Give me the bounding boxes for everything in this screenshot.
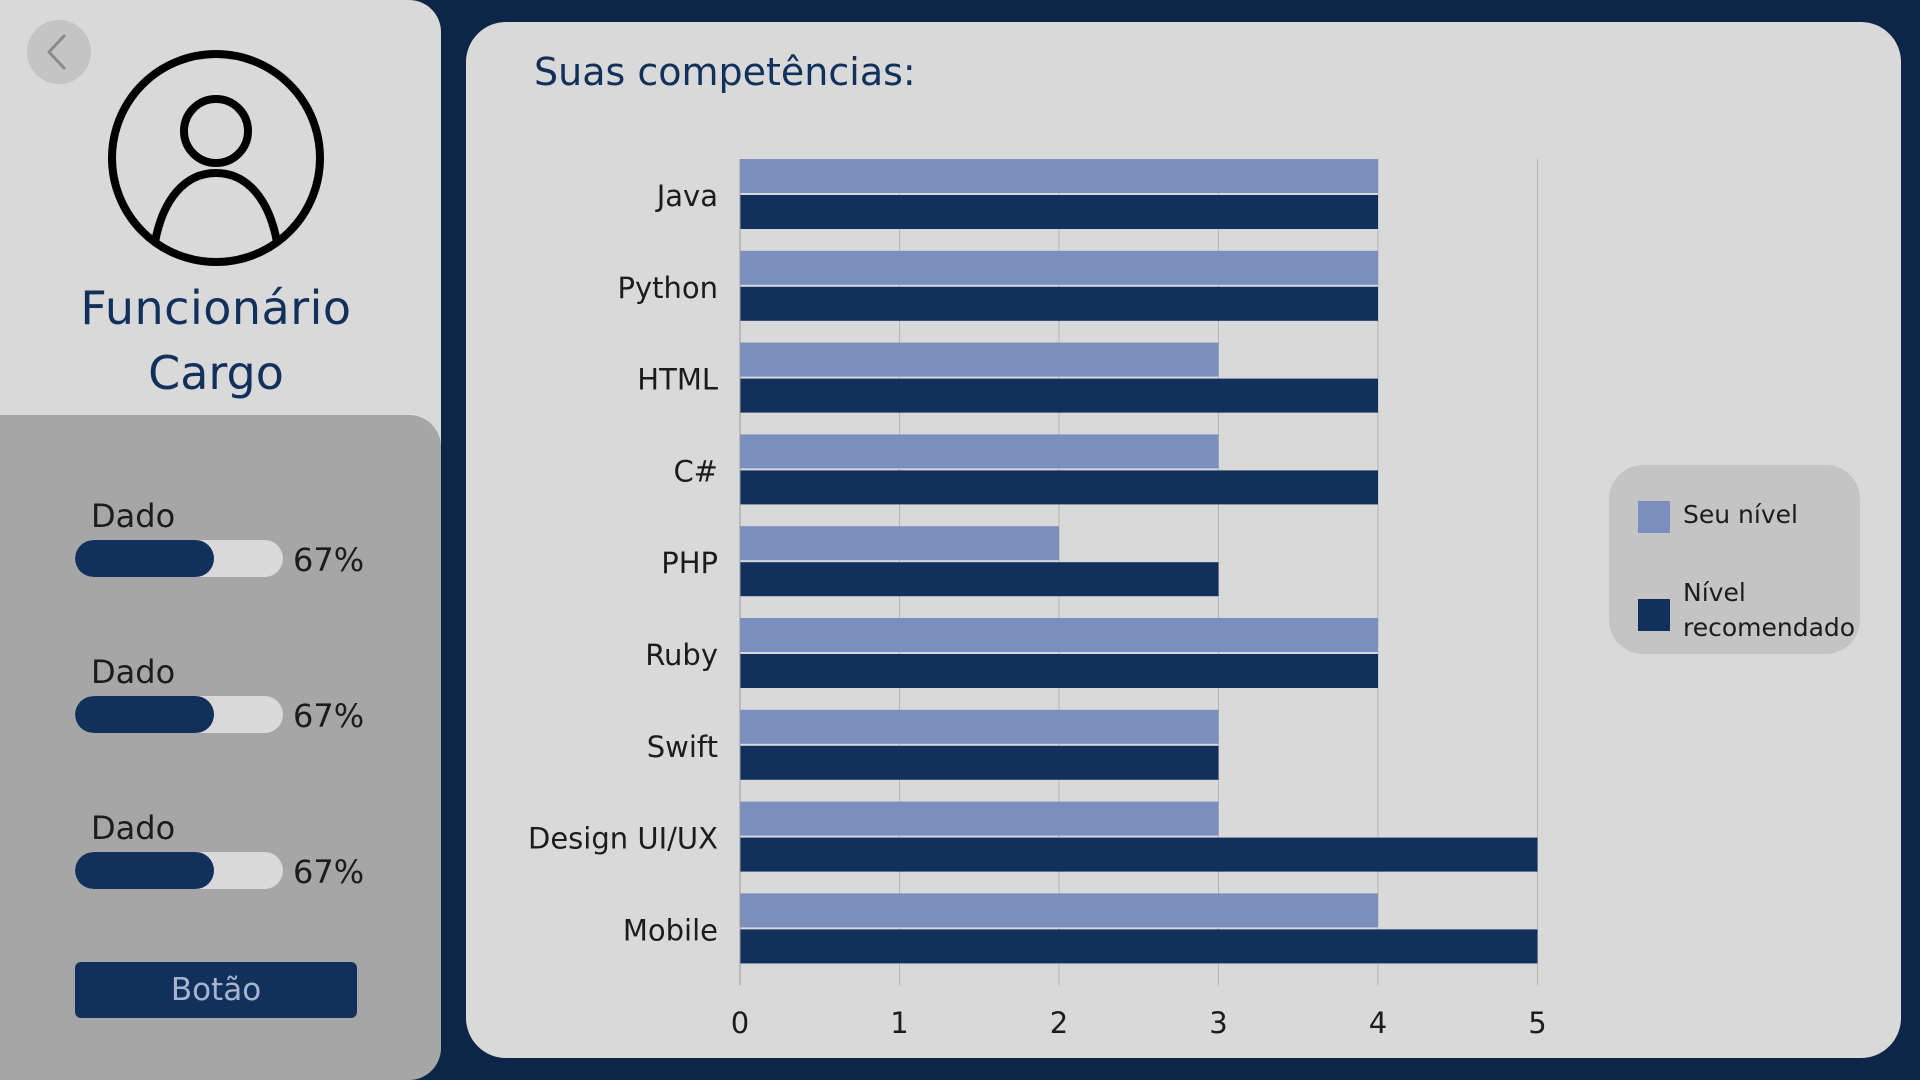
chart-bar: [740, 562, 1219, 597]
category-label: Python: [617, 271, 718, 305]
competencies-bar-chart: Java Python HTML C# PHP Ruby Swift Design UI/UX…: [528, 159, 1547, 1040]
chart-bar: [740, 618, 1378, 652]
chart-bar: [740, 837, 1538, 872]
stat-item: Dado 67%: [75, 497, 375, 587]
stat-label: Dado: [91, 653, 176, 691]
chart-bar: [740, 342, 1219, 377]
chart-bar: [740, 526, 1059, 561]
stat-item: Dado 67%: [75, 809, 375, 899]
chart-bar: [740, 195, 1378, 229]
chart-bar: [740, 286, 1378, 321]
stat-label: Dado: [91, 497, 176, 535]
chart-bar: [740, 250, 1378, 285]
stat-value: 67%: [293, 541, 365, 579]
chart-bar: [740, 654, 1378, 688]
category-label: Java: [655, 179, 718, 213]
chart-bar: [740, 378, 1378, 413]
panel-title: Suas competências:: [534, 50, 916, 94]
competencies-panel: Suas competências: Java Python HTML C# PHP Ru…: [466, 22, 1901, 1058]
chart-bar: [740, 709, 1219, 744]
legend-swatch: [1638, 501, 1670, 533]
legend-label: Seu nível: [1683, 500, 1798, 529]
stat-progress-track: [75, 852, 283, 889]
chart-bar: [740, 929, 1538, 964]
user-avatar-icon: [108, 50, 324, 266]
category-label: Swift: [647, 730, 718, 764]
stat-value: 67%: [293, 853, 365, 891]
chevron-left-icon: [47, 34, 66, 70]
x-tick-label: 3: [1209, 1006, 1227, 1040]
employee-name: Funcionário: [80, 281, 352, 335]
category-label: HTML: [637, 363, 718, 397]
chart-bar: [740, 159, 1378, 193]
stat-progress-track: [75, 540, 283, 577]
x-tick-label: 2: [1050, 1006, 1068, 1040]
category-label: Mobile: [623, 913, 718, 947]
category-label: Ruby: [645, 638, 718, 672]
stat-progress-fill: [75, 540, 215, 577]
category-label: Design UI/UX: [528, 822, 718, 856]
stat-progress-fill: [75, 852, 215, 889]
chart-bar: [740, 434, 1219, 469]
back-button[interactable]: [27, 20, 91, 84]
stat-item: Dado 67%: [75, 653, 375, 743]
stat-value: 67%: [293, 697, 365, 735]
chart-bar: [740, 893, 1378, 928]
chart-bar: [740, 745, 1219, 780]
x-tick-label: 5: [1528, 1006, 1546, 1040]
chart-legend: Seu nível Nível recomendado: [1609, 465, 1860, 654]
x-tick-label: 1: [890, 1006, 908, 1040]
legend-swatch: [1638, 599, 1670, 631]
stat-label: Dado: [91, 809, 176, 847]
x-tick-label: 4: [1369, 1006, 1387, 1040]
stat-progress-track: [75, 696, 283, 733]
category-label: C#: [673, 454, 718, 488]
legend-label: Nível recomendado: [1683, 578, 1856, 642]
action-button[interactable]: Botão: [75, 962, 357, 1018]
category-label: PHP: [661, 546, 718, 580]
chart-bar: [740, 470, 1378, 505]
stat-progress-fill: [75, 696, 215, 733]
x-tick-label: 0: [731, 1006, 749, 1040]
chart-bar: [740, 801, 1219, 836]
employee-role: Cargo: [148, 346, 284, 400]
